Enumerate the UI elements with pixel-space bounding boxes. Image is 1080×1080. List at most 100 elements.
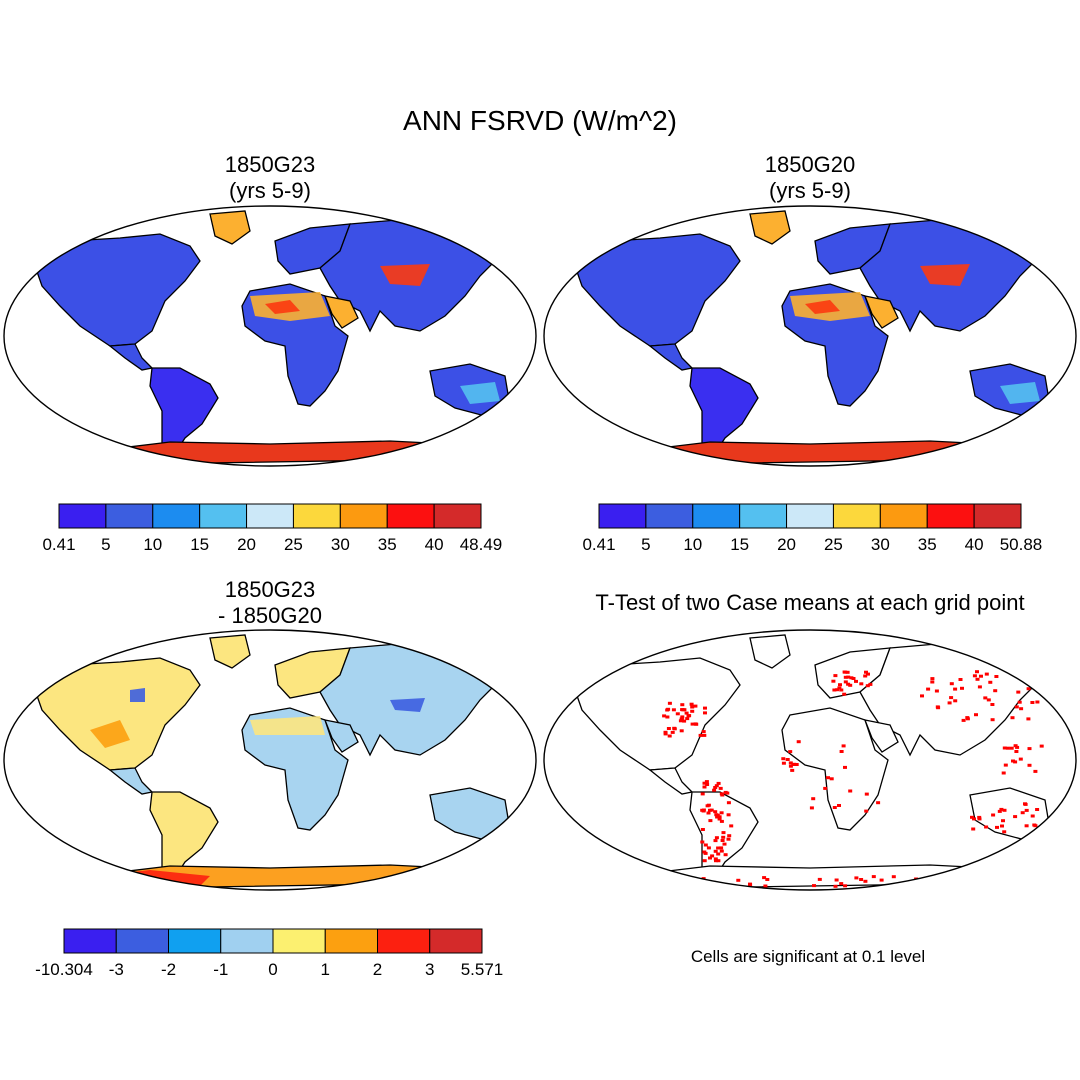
colorbar-swatch [645,503,694,529]
significant-cell [719,846,724,850]
significant-cell [953,699,958,703]
significant-cell [928,879,933,883]
colorbar-swatch [739,503,788,529]
significant-cell [727,834,732,838]
significant-cell [721,835,726,839]
significant-cell [947,701,952,705]
map-border [543,205,1077,467]
continent-antarctica [559,440,1061,466]
colorbar-swatch [339,503,388,529]
significant-cell [700,828,705,831]
significant-cell [680,703,685,707]
significant-cell [672,726,677,730]
significant-cell [713,839,718,843]
significant-cell [811,797,816,801]
significant-cell [706,846,711,850]
significant-cell [748,883,753,887]
significant-cell [785,758,790,761]
colorbar-swatch [105,503,154,529]
significant-cell [1030,701,1035,704]
significant-cell [864,809,869,813]
significant-cell [717,817,722,821]
significant-cell [891,875,896,879]
significant-cell [934,689,939,693]
continent-north-america [574,233,741,347]
significant-cell [965,716,970,720]
continent-south-america [149,367,219,460]
colorbar-swatch [786,503,834,529]
significant-cell [663,875,668,879]
significant-cell [963,883,968,886]
significant-cell [868,682,873,686]
significant-cell [1019,707,1024,711]
significant-cell [1016,690,1021,694]
panel-case2-title-line2: (yrs 5-9) [769,178,851,203]
map-border [543,629,1077,891]
significant-cell [984,825,989,829]
colorbar-swatch [152,503,201,529]
continent-north-america [574,657,741,771]
field-patch [90,720,130,748]
significant-cell [679,717,684,721]
significant-cell [719,819,724,823]
significant-cell [693,704,698,708]
significant-cell [1026,687,1031,691]
significant-cell [713,810,718,814]
colorbar-swatch [199,503,248,529]
colorbar-swatch [598,503,647,529]
significant-cell [715,813,720,817]
colorbar-swatch [377,928,431,954]
continent-south-america [689,367,759,460]
significant-cell [706,886,711,890]
panel-case1: 1850G23 (yrs 5-9) 0.41 5 10 15 20 25 30 35 40 48.… [3,152,537,554]
significant-cell [714,836,719,840]
significant-cell [1035,808,1040,811]
map-case2 [543,205,1077,467]
significant-cell [763,884,768,888]
significant-cell [713,857,718,861]
significant-cell [712,788,717,792]
significant-cell [662,878,666,882]
significant-cell [975,677,980,681]
significant-cell [949,696,954,700]
significant-cell [848,789,853,793]
significant-cell [839,882,844,886]
panel-diff-title-line1: 1850G23 [225,577,316,602]
significant-cell [984,672,989,676]
significant-cell [663,730,668,734]
significant-cell [908,885,913,889]
significant-cell [721,831,726,835]
significant-cell [974,713,978,717]
significant-cell [765,878,770,881]
significant-cell [1011,759,1015,763]
significant-cell [841,744,846,748]
field-patch [805,300,840,314]
significant-cell [1026,717,1031,721]
colorbar-case2: 0.41 5 10 15 20 25 30 35 40 50.88 [582,503,1042,554]
significant-cell [762,876,767,880]
colorbar-swatch [879,503,928,529]
colorbar-swatch [58,503,107,529]
field-patch [130,688,145,702]
colorbar-tick-label: 10 [143,535,162,554]
significant-cell [666,727,671,730]
colorbar-swatch [168,928,222,954]
significant-cell [710,854,715,858]
significant-cell [717,815,722,819]
significant-cell [920,694,924,698]
significant-cell [706,883,710,887]
colorbar-diff: -10.304 -3 -2 -1 0 1 2 3 5.571 [35,928,503,979]
significant-cell [979,674,983,678]
colorbar-tick-label: -10.304 [35,960,93,979]
map-border [3,205,537,467]
colorbar-tick-label: 2 [373,960,382,979]
significant-cell [713,786,718,789]
continent-greenland [749,634,791,669]
significant-cell [1024,824,1029,828]
significant-cell [843,765,847,769]
significant-cell [1027,763,1032,767]
colorbar-swatch [926,503,975,529]
significant-cell [930,680,935,684]
colorbar-tick-label: -3 [109,960,124,979]
significant-cell [702,781,707,785]
